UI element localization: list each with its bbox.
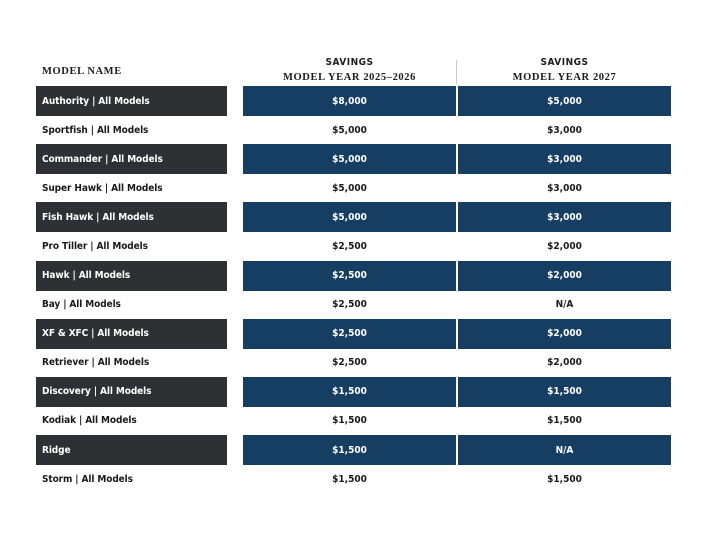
model-name-cell: Ridge — [36, 435, 227, 465]
header-divider — [456, 60, 457, 84]
savings-2025-2026-cell: $8,000 — [243, 86, 456, 116]
savings-2027-cell: $2,000 — [547, 240, 582, 252]
table-row: XF & XFC | All Models $2,500 $2,000 — [0, 318, 708, 349]
savings-2027-cell: $3,000 — [547, 124, 582, 136]
model-name-cell: Retriever | All Models — [42, 357, 150, 369]
table-row: Fish Hawk | All Models $5,000 $3,000 — [0, 202, 708, 233]
savings-2025-2026-cell: $1,500 — [332, 415, 367, 427]
table-row: Commander | All Models $5,000 $3,000 — [0, 144, 708, 175]
model-name-cell: Kodiak | All Models — [42, 415, 137, 427]
model-name-cell: Discovery | All Models — [36, 376, 227, 407]
savings-2025-2026-cell: $2,500 — [243, 318, 456, 349]
table-row: Hawk | All Models $2,500 $2,000 — [0, 260, 708, 291]
table-row: Kodiak | All Models $1,500 $1,500 — [0, 406, 708, 436]
savings-2027-cell: $3,000 — [547, 182, 582, 194]
model-name-cell: Fish Hawk | All Models — [36, 202, 227, 233]
savings-2027-cell: $1,500 — [458, 376, 671, 407]
savings-2027-header-line2: MODEL YEAR 2027 — [512, 72, 617, 83]
table-row: Retriever | All Models $2,500 $2,000 — [0, 348, 708, 378]
table-row: Sportfish | All Models $5,000 $3,000 — [0, 115, 708, 145]
savings-2025-2026-header-line1: SAVINGS — [325, 57, 374, 68]
savings-2025-2026-cell: $5,000 — [332, 124, 367, 136]
model-name-cell: Storm | All Models — [42, 473, 133, 485]
table-row: Ridge $1,500 N/A — [0, 435, 708, 465]
savings-2027-cell: $2,000 — [547, 357, 582, 369]
model-name-cell: Authority | All Models — [36, 86, 227, 116]
model-name-header: MODEL NAME — [42, 66, 122, 77]
table-row: Authority | All Models $8,000 $5,000 — [0, 86, 708, 116]
savings-2025-2026-cell: $2,500 — [332, 299, 367, 311]
savings-2027-header: SAVINGS MODEL YEAR 2027 — [458, 55, 671, 85]
savings-2025-2026-cell: $5,000 — [243, 202, 456, 233]
table-row: Discovery | All Models $1,500 $1,500 — [0, 376, 708, 407]
savings-2025-2026-cell: $2,500 — [332, 357, 367, 369]
model-name-cell: Sportfish | All Models — [42, 124, 149, 136]
table-row: Storm | All Models $1,500 $1,500 — [0, 464, 708, 494]
table-row: Pro Tiller | All Models $2,500 $2,000 — [0, 231, 708, 261]
savings-2025-2026-cell: $2,500 — [243, 260, 456, 291]
model-name-cell: Super Hawk | All Models — [42, 182, 163, 194]
model-name-cell: XF & XFC | All Models — [36, 318, 227, 349]
savings-2027-cell: $1,500 — [547, 415, 582, 427]
table-header: MODEL NAME SAVINGS MODEL YEAR 2025–2026 … — [0, 0, 708, 86]
savings-2027-cell: N/A — [458, 435, 671, 465]
savings-2025-2026-header-line2: MODEL YEAR 2025–2026 — [283, 72, 416, 83]
savings-2027-cell: $5,000 — [458, 86, 671, 116]
model-name-cell: Hawk | All Models — [36, 260, 227, 291]
savings-2025-2026-cell: $5,000 — [332, 182, 367, 194]
table-row: Super Hawk | All Models $5,000 $3,000 — [0, 173, 708, 203]
savings-2027-cell: N/A — [555, 299, 574, 311]
savings-2027-cell: $1,500 — [547, 473, 582, 485]
savings-2027-cell: $3,000 — [458, 202, 671, 233]
savings-2025-2026-cell: $1,500 — [243, 376, 456, 407]
savings-2027-cell: $2,000 — [458, 318, 671, 349]
savings-2027-cell: $2,000 — [458, 260, 671, 291]
savings-2025-2026-cell: $2,500 — [332, 240, 367, 252]
savings-2025-2026-cell: $1,500 — [243, 435, 456, 465]
savings-2025-2026-header: SAVINGS MODEL YEAR 2025–2026 — [243, 55, 456, 85]
model-name-cell: Commander | All Models — [36, 144, 227, 175]
savings-2027-cell: $3,000 — [458, 144, 671, 175]
model-name-cell: Pro Tiller | All Models — [42, 240, 148, 252]
savings-2025-2026-cell: $1,500 — [332, 473, 367, 485]
model-name-cell: Bay | All Models — [42, 299, 121, 311]
savings-2025-2026-cell: $5,000 — [243, 144, 456, 175]
savings-2027-header-line1: SAVINGS — [540, 57, 589, 68]
table-row: Bay | All Models $2,500 N/A — [0, 290, 708, 320]
